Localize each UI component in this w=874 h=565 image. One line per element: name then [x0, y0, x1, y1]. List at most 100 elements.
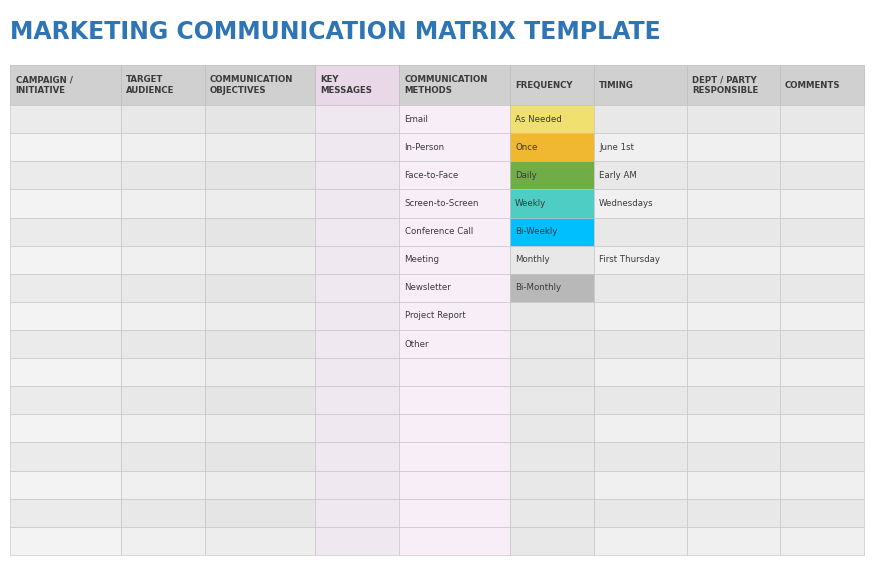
Bar [316, 471, 399, 499]
Bar [399, 358, 510, 386]
Bar [594, 499, 687, 527]
Bar [316, 246, 399, 274]
Bar [510, 499, 594, 527]
Bar [594, 471, 687, 499]
Bar [10, 471, 121, 499]
Bar [510, 471, 594, 499]
Bar [316, 386, 399, 414]
Bar [399, 162, 510, 189]
Bar [399, 189, 510, 218]
Text: June 1st: June 1st [599, 143, 634, 152]
Text: Daily: Daily [515, 171, 537, 180]
Bar [594, 65, 687, 105]
Bar [121, 471, 205, 499]
Text: First Thursday: First Thursday [599, 255, 660, 264]
Bar [594, 246, 687, 274]
Bar [121, 330, 205, 358]
Bar [205, 65, 316, 105]
Bar [687, 189, 780, 218]
Bar [594, 527, 687, 555]
Bar [687, 386, 780, 414]
Bar [780, 386, 864, 414]
Bar [510, 302, 594, 330]
Bar [121, 358, 205, 386]
Bar [316, 65, 399, 105]
Bar [121, 162, 205, 189]
Bar [121, 527, 205, 555]
Bar [316, 105, 399, 133]
Bar [399, 65, 510, 105]
Bar [510, 274, 594, 302]
Bar [399, 386, 510, 414]
Bar [10, 246, 121, 274]
Bar [594, 218, 687, 246]
Bar [316, 133, 399, 162]
Text: Weekly: Weekly [515, 199, 546, 208]
Bar [205, 471, 316, 499]
Bar [594, 162, 687, 189]
Bar [780, 246, 864, 274]
Bar [10, 330, 121, 358]
Bar [10, 414, 121, 442]
Text: TIMING: TIMING [599, 81, 634, 90]
Text: Project Report: Project Report [405, 311, 465, 320]
Bar [687, 330, 780, 358]
Bar [594, 330, 687, 358]
Text: MARKETING COMMUNICATION MATRIX TEMPLATE: MARKETING COMMUNICATION MATRIX TEMPLATE [10, 20, 662, 44]
Bar [687, 302, 780, 330]
Bar [687, 414, 780, 442]
Text: Monthly: Monthly [515, 255, 550, 264]
Bar [687, 358, 780, 386]
Bar [10, 133, 121, 162]
Bar [687, 133, 780, 162]
Bar [316, 189, 399, 218]
Text: Other: Other [405, 340, 429, 349]
Bar [205, 274, 316, 302]
Text: Conference Call: Conference Call [405, 227, 473, 236]
Text: COMMENTS: COMMENTS [785, 81, 840, 90]
Bar [10, 162, 121, 189]
Bar [687, 499, 780, 527]
Text: Once: Once [515, 143, 538, 152]
Bar [510, 162, 594, 189]
Bar [780, 302, 864, 330]
Bar [687, 105, 780, 133]
Bar [399, 442, 510, 471]
Bar [780, 330, 864, 358]
Bar [316, 527, 399, 555]
Bar [594, 386, 687, 414]
Bar [10, 442, 121, 471]
Bar [510, 133, 594, 162]
Bar [399, 218, 510, 246]
Bar [121, 246, 205, 274]
Text: Face-to-Face: Face-to-Face [405, 171, 459, 180]
Bar [121, 133, 205, 162]
Bar [780, 105, 864, 133]
Bar [121, 274, 205, 302]
Bar [10, 105, 121, 133]
Bar [399, 302, 510, 330]
Bar [594, 189, 687, 218]
Bar [316, 218, 399, 246]
Bar [10, 302, 121, 330]
Text: KEY
MESSAGES: KEY MESSAGES [321, 75, 372, 95]
Bar [121, 499, 205, 527]
Bar [510, 442, 594, 471]
Bar [316, 414, 399, 442]
Bar [780, 442, 864, 471]
Bar [10, 386, 121, 414]
Bar [316, 442, 399, 471]
Bar [399, 105, 510, 133]
Bar [780, 527, 864, 555]
Bar [780, 414, 864, 442]
Bar [687, 274, 780, 302]
Bar [316, 499, 399, 527]
Bar [205, 358, 316, 386]
Bar [10, 499, 121, 527]
Bar [510, 246, 594, 274]
Text: COMMUNICATION
OBJECTIVES: COMMUNICATION OBJECTIVES [210, 75, 294, 95]
Bar [316, 358, 399, 386]
Bar [205, 302, 316, 330]
Text: Screen-to-Screen: Screen-to-Screen [405, 199, 479, 208]
Bar [205, 162, 316, 189]
